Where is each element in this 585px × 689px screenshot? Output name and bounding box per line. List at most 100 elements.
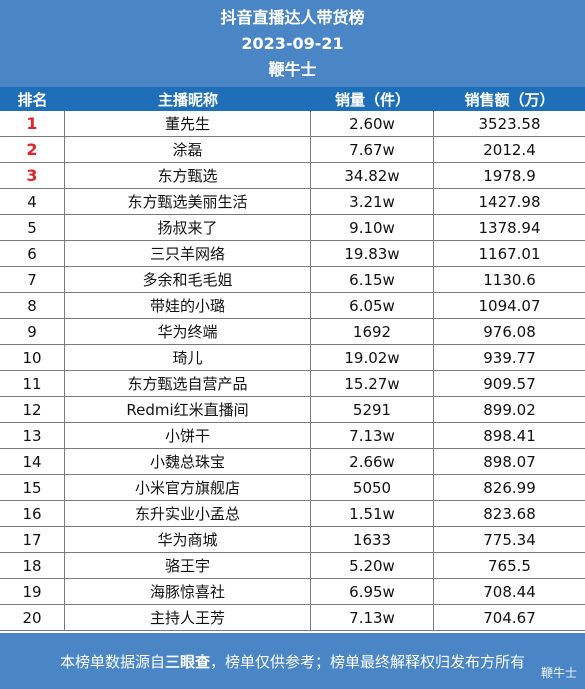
rank-cell: 20 [0,605,65,630]
sales-cell: 1094.07 [478,296,541,315]
name-cell: 小饼干 [65,423,311,448]
column-header-volume: 销量（件） [334,90,410,109]
rank-cell: 1 [0,111,65,136]
sales-cell: 704.67 [483,608,536,627]
rank-cell: 15 [0,475,65,500]
sales-cell: 775.34 [483,530,536,549]
ranking-header: 抖音直播达人带货榜 2023-09-21 鞭牛士 [0,0,585,87]
footer-prefix: 本榜单数据源自 [59,652,165,671]
rank-cell: 19 [0,579,65,604]
volume-cell: 3.21w [311,189,434,214]
table-row: 9 华为终端 1692 976.08 [0,319,585,345]
volume-cell: 6.15w [311,267,434,292]
rank-cell: 10 [0,345,65,370]
rank-cell: 17 [0,527,65,552]
name-cell: 东方甄选自营产品 [65,371,311,396]
table-row: 19 海豚惊喜社 6.95w 708.44 [0,579,585,605]
volume-cell: 9.10w [311,215,434,240]
rank-cell: 11 [0,371,65,396]
name-cell: 东升实业小孟总 [65,501,311,526]
watermark: 鞭牛士 [540,666,577,680]
sales-cell: 1378.94 [478,218,541,237]
name-cell: 华为商城 [65,527,311,552]
sales-cell: 2012.4 [483,140,536,159]
name-cell: Redmi红米直播间 [65,397,311,422]
volume-cell: 2.60w [311,111,434,136]
volume-cell: 15.27w [311,371,434,396]
table-row: 18 骆王宇 5.20w 765.5 [0,553,585,579]
name-cell: 琦儿 [65,345,311,370]
table-row: 2 涂磊 7.67w 2012.4 [0,137,585,163]
ranking-title: 抖音直播达人带货榜 [220,7,365,27]
sales-cell: 1167.01 [478,244,541,263]
rank-cell: 8 [0,293,65,318]
table-row: 1 董先生 2.60w 3523.58 [0,111,585,137]
rank-cell: 14 [0,449,65,474]
name-cell: 多余和毛毛姐 [65,267,311,292]
table-row: 15 小米官方旗舰店 5050 826.99 [0,475,585,501]
table-row: 5 扬叔来了 9.10w 1378.94 [0,215,585,241]
name-cell: 小魏总珠宝 [65,449,311,474]
sales-cell: 909.57 [483,374,536,393]
volume-cell: 5.20w [311,553,434,578]
brand-name: 鞭牛士 [268,59,317,79]
volume-cell: 19.83w [311,241,434,266]
footer-note: 本榜单数据源自 三眼查 ，榜单仅供参考；榜单最终解释权归发布方所有 [0,633,585,689]
table-row: 7 多余和毛毛姐 6.15w 1130.6 [0,267,585,293]
table-row: 11 东方甄选自营产品 15.27w 909.57 [0,371,585,397]
name-cell: 董先生 [65,111,311,136]
volume-cell: 6.95w [311,579,434,604]
volume-cell: 6.05w [311,293,434,318]
rank-cell: 2 [0,137,65,162]
sales-cell: 708.44 [483,582,536,601]
rank-cell: 5 [0,215,65,240]
table-row: 3 东方甄选 34.82w 1978.9 [0,163,585,189]
volume-cell: 2.66w [311,449,434,474]
volume-cell: 1633 [311,527,434,552]
table-row: 17 华为商城 1633 775.34 [0,527,585,553]
volume-cell: 1692 [311,319,434,344]
volume-cell: 34.82w [311,163,434,188]
name-cell: 扬叔来了 [65,215,311,240]
table-header: 排名 主播昵称 销量（件） 销售额（万） [0,87,585,111]
sales-cell: 898.07 [483,452,536,471]
name-cell: 东方甄选美丽生活 [65,189,311,214]
volume-cell: 1.51w [311,501,434,526]
name-cell: 涂磊 [65,137,311,162]
sales-cell: 1130.6 [483,270,536,289]
volume-cell: 7.67w [311,137,434,162]
sales-cell: 1427.98 [478,192,541,211]
table-row: 8 带娃的小璐 6.05w 1094.07 [0,293,585,319]
rank-cell: 12 [0,397,65,422]
table-row: 16 东升实业小孟总 1.51w 823.68 [0,501,585,527]
volume-cell: 19.02w [311,345,434,370]
table-row: 10 琦儿 19.02w 939.77 [0,345,585,371]
rank-cell: 18 [0,553,65,578]
footer-source: 三眼查 [164,652,210,671]
table-row: 12 Redmi红米直播间 5291 899.02 [0,397,585,423]
name-cell: 华为终端 [65,319,311,344]
table-row: 14 小魏总珠宝 2.66w 898.07 [0,449,585,475]
name-cell: 东方甄选 [65,163,311,188]
sales-cell: 826.99 [483,478,536,497]
column-header-sales: 销售额（万） [464,90,555,109]
rank-cell: 16 [0,501,65,526]
name-cell: 骆王宇 [65,553,311,578]
sales-cell: 939.77 [483,348,536,367]
rank-cell: 6 [0,241,65,266]
column-header-name: 主播昵称 [157,90,218,109]
table-row: 20 主持人王芳 7.13w 704.67 [0,605,585,631]
volume-cell: 7.13w [311,423,434,448]
footer-suffix: ，榜单仅供参考；榜单最终解释权归发布方所有 [210,652,526,671]
sales-cell: 3523.58 [478,114,541,133]
table-row: 6 三只羊网络 19.83w 1167.01 [0,241,585,267]
table-row: 4 东方甄选美丽生活 3.21w 1427.98 [0,189,585,215]
sales-cell: 765.5 [488,556,531,575]
name-cell: 主持人王芳 [65,605,311,630]
volume-cell: 5050 [311,475,434,500]
sales-cell: 898.41 [483,426,536,445]
ranking-date: 2023-09-21 [241,33,344,53]
sales-cell: 899.02 [483,400,536,419]
sales-cell: 976.08 [483,322,536,341]
volume-cell: 7.13w [311,605,434,630]
